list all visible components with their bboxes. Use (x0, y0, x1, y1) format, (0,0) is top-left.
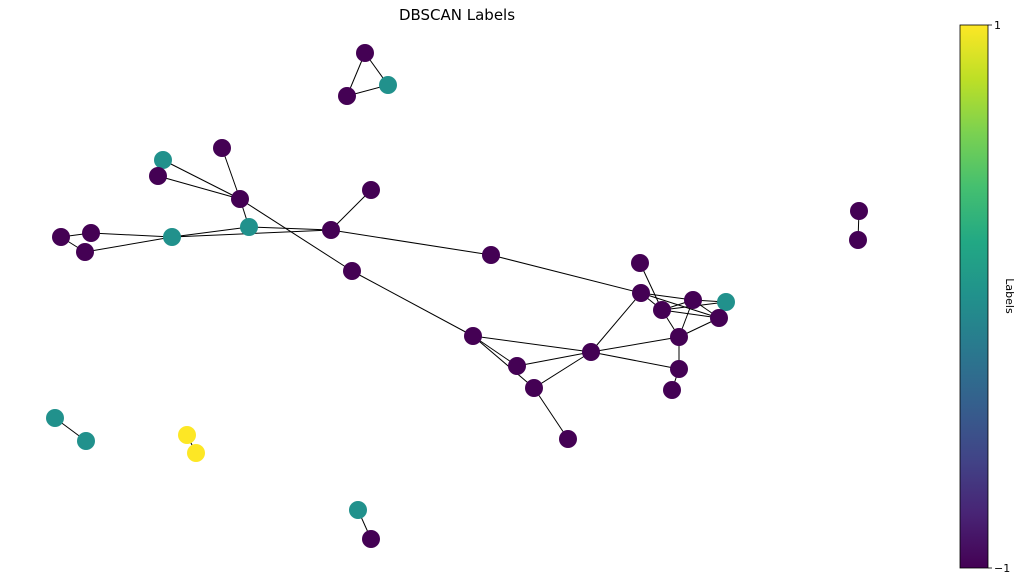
edge-25-26 (472, 335, 592, 353)
node-22 (653, 301, 671, 319)
node-31 (559, 430, 577, 448)
node-16 (850, 202, 868, 220)
node-17 (849, 231, 867, 249)
edge-26-29 (533, 351, 592, 389)
node-30 (663, 381, 681, 399)
node-3 (213, 139, 231, 157)
edge-25-29 (472, 335, 535, 389)
edge-8-9 (248, 226, 332, 231)
network-edges (54, 52, 860, 540)
node-28 (670, 360, 688, 378)
colorbar-tick-label-max: 1 (994, 19, 1001, 32)
node-33 (77, 432, 95, 450)
node-29 (525, 379, 543, 397)
node-27 (508, 357, 526, 375)
node-5 (149, 167, 167, 185)
node-2 (338, 87, 356, 105)
node-10 (163, 228, 181, 246)
node-25 (464, 327, 482, 345)
node-7 (362, 181, 380, 199)
chart-title: DBSCAN Labels (399, 6, 515, 24)
colorbar-label: Labels (1003, 278, 1016, 314)
node-6 (231, 190, 249, 208)
node-13 (76, 243, 94, 261)
colorbar-tick-label-min: −1 (994, 562, 1010, 575)
node-26 (582, 343, 600, 361)
node-36 (349, 501, 367, 519)
node-9 (322, 221, 340, 239)
node-4 (154, 151, 172, 169)
edge-10-13 (84, 236, 173, 253)
edge-22-23 (661, 309, 720, 319)
node-19 (632, 284, 650, 302)
colorbar-gradient (959, 24, 989, 569)
node-35 (187, 444, 205, 462)
edge-8-10 (171, 226, 250, 238)
node-12 (52, 228, 70, 246)
edge-15-19 (490, 254, 642, 294)
edge-24-26 (590, 336, 680, 353)
node-15 (482, 246, 500, 264)
node-11 (82, 224, 100, 242)
edge-3-6 (221, 147, 241, 200)
node-0 (356, 44, 374, 62)
node-1 (379, 76, 397, 94)
edge-19-23 (640, 292, 720, 319)
edge-10-11 (90, 232, 173, 238)
edge-26-27 (516, 351, 592, 367)
node-34 (178, 426, 196, 444)
node-24 (670, 328, 688, 346)
colorbar: 1 −1 Labels (959, 19, 1016, 575)
edge-9-15 (330, 229, 492, 256)
edge-4-6 (162, 159, 241, 200)
node-14 (343, 262, 361, 280)
edge-26-28 (590, 351, 680, 370)
edge-19-26 (590, 292, 642, 353)
node-20 (684, 291, 702, 309)
edge-6-14 (239, 198, 353, 272)
node-23 (710, 309, 728, 327)
edge-5-6 (157, 175, 241, 200)
node-18 (631, 254, 649, 272)
node-32 (46, 409, 64, 427)
node-37 (362, 530, 380, 548)
node-8 (240, 218, 258, 236)
network-nodes (46, 44, 868, 548)
edge-14-25 (351, 270, 474, 337)
edge-9-7 (330, 189, 372, 231)
node-21 (717, 293, 735, 311)
edge-29-31 (533, 387, 569, 440)
